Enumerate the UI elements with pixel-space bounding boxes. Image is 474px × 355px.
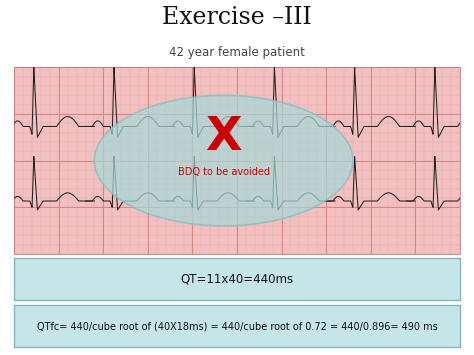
Text: Exercise –III: Exercise –III [162,6,312,29]
Text: 42 year female patient: 42 year female patient [169,46,305,59]
Text: QTfc= 440/cube root of (40X18ms) = 440/cube root of 0.72 = 440/0.896= 490 ms: QTfc= 440/cube root of (40X18ms) = 440/c… [36,321,438,331]
Text: X: X [205,115,242,160]
Ellipse shape [94,95,353,226]
Text: BDQ to be avoided: BDQ to be avoided [178,166,270,176]
Text: QT=11x40=440ms: QT=11x40=440ms [181,273,293,285]
